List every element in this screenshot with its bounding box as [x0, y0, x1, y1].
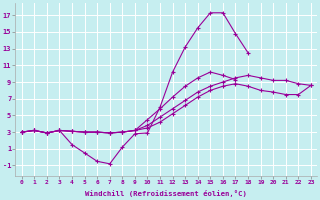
X-axis label: Windchill (Refroidissement éolien,°C): Windchill (Refroidissement éolien,°C)	[85, 190, 247, 197]
